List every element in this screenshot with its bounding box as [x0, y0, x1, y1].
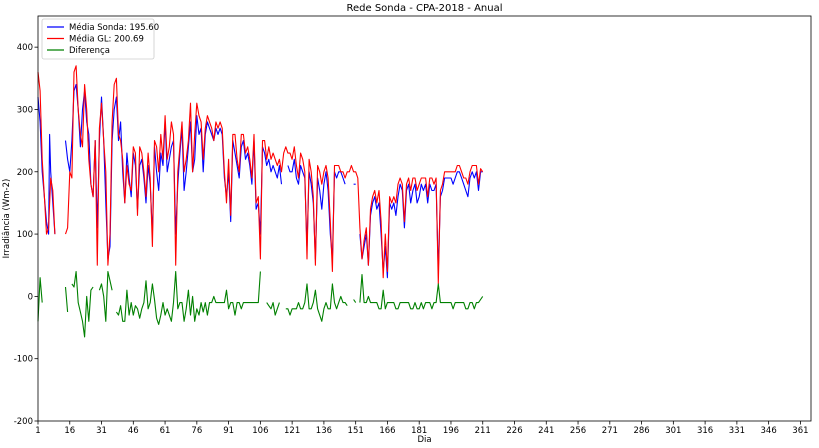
y-tick-label: 300 [17, 105, 33, 115]
x-tick-label: 61 [160, 426, 171, 436]
plot-area [37, 65, 484, 338]
y-axis: -200 -100 0 100 200 300 400 [14, 43, 38, 427]
series-line-segment [64, 65, 484, 285]
x-tick-label: 241 [538, 426, 554, 436]
x-tick-label: 136 [316, 426, 332, 436]
x-tick-label: 286 [633, 426, 649, 436]
plot-frame [37, 15, 812, 422]
x-tick-label: 76 [191, 426, 202, 436]
series-1 [37, 65, 484, 285]
x-tick-label: 1 [35, 426, 40, 436]
y-axis-label: Irradiância (Wm-2) [2, 179, 12, 259]
x-tick-label: 91 [223, 426, 234, 436]
y-tick-label: 200 [17, 168, 33, 178]
legend-label: Média Sonda: 195.60 [69, 22, 159, 33]
y-tick-label: 400 [17, 43, 33, 53]
series-line-segment [37, 72, 56, 235]
x-tick-label: 151 [348, 426, 364, 436]
series-line-segment [359, 171, 483, 279]
x-tick-label: 166 [379, 426, 395, 436]
x-tick-label: 331 [729, 426, 745, 436]
series-line-segment [353, 299, 357, 303]
x-tick-label: 121 [284, 426, 300, 436]
x-tick-label: 16 [64, 426, 75, 436]
y-tick-label: -100 [14, 355, 33, 365]
series-line-segment [98, 270, 113, 322]
series-line-segment [64, 286, 69, 313]
x-axis: 1 16 31 46 61 76 91 106 121 136 151 166 181 196 211 226… [35, 421, 809, 436]
x-tick-label: 196 [443, 426, 459, 436]
series-line-segment [71, 270, 94, 338]
x-tick-label: 46 [128, 426, 139, 436]
x-tick-label: 211 [475, 426, 491, 436]
series-line-segment [37, 277, 43, 322]
chart-title: Rede Sonda - CPA-2018 - Anual [346, 3, 502, 14]
x-tick-label: 256 [570, 426, 586, 436]
series-2 [37, 270, 484, 338]
series-line-segment [115, 270, 261, 325]
legend-label: Média GL: 200.69 [69, 34, 144, 45]
series-line-segment [285, 283, 348, 322]
x-tick-label: 361 [792, 426, 808, 436]
x-tick-label: 106 [252, 426, 268, 436]
y-tick-label: 0 [28, 292, 33, 302]
y-tick-label: -200 [14, 417, 33, 427]
y-tick-label: 100 [17, 230, 33, 240]
x-tick-label: 181 [411, 426, 427, 436]
x-tick-label: 316 [697, 426, 713, 436]
series-line-segment [37, 96, 56, 235]
series-line-segment [266, 302, 280, 316]
legend-box [41, 18, 155, 60]
x-tick-label: 31 [96, 426, 107, 436]
x-tick-label: 271 [602, 426, 618, 436]
x-tick-label: 346 [761, 426, 777, 436]
series-line-segment [359, 274, 484, 310]
legend-label: Diferença [69, 46, 110, 56]
x-tick-label: 301 [665, 426, 681, 436]
x-tick-label: 226 [506, 426, 522, 436]
x-axis-label: Dia [417, 435, 431, 445]
